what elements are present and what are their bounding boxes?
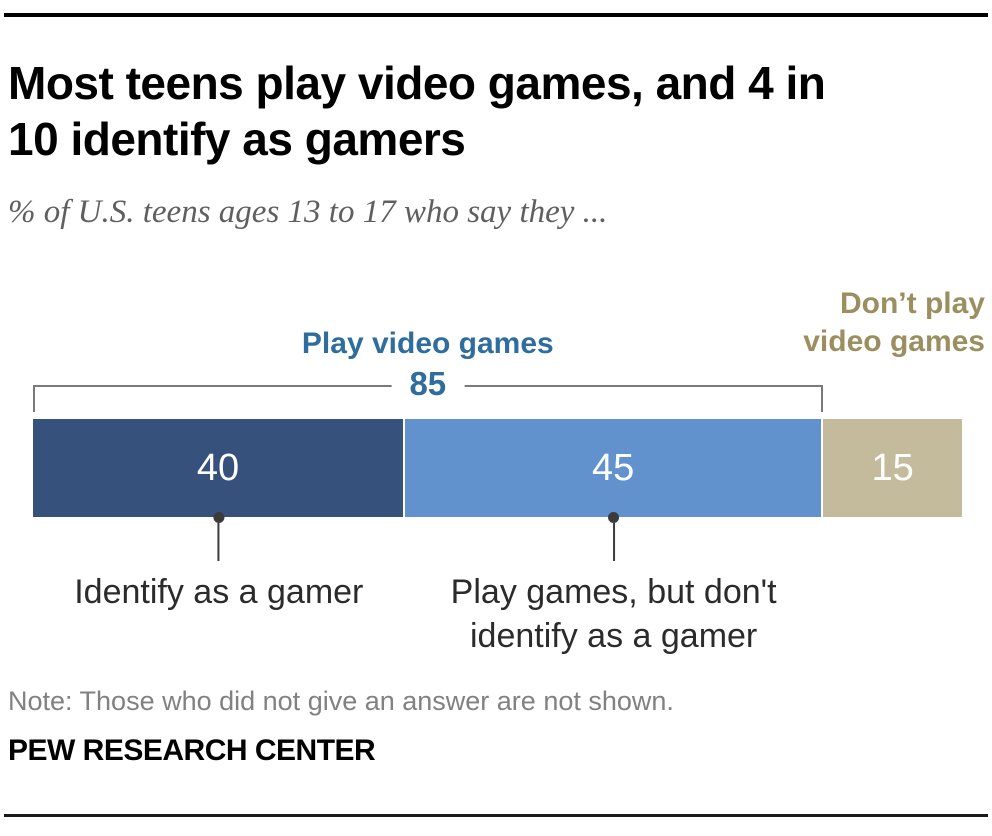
callout-dot <box>608 512 620 524</box>
footnote: Note: Those who did not give an answer a… <box>8 686 674 717</box>
callout-dot <box>213 512 225 524</box>
page-title-line-2: 10 identify as gamers <box>8 113 466 166</box>
bar-segment-value: 15 <box>871 446 914 489</box>
stacked-bar: 40 45 15 <box>33 419 962 518</box>
page-title-line-1: Most teens play video games, and 4 in <box>8 57 826 109</box>
page-title: Most teens play video games, and 4 in 10… <box>8 55 984 167</box>
group-label-dont-play-line-2: video games <box>803 325 985 359</box>
stacked-bar-chart: Don’t play video games Play video games … <box>33 277 985 659</box>
group-label-dont-play-line-1: Don’t play <box>839 287 985 321</box>
callout-label: Play games, but don't identify as a game… <box>451 570 777 658</box>
top-rule <box>4 13 988 17</box>
callout-label-line: identify as a gamer <box>469 617 758 656</box>
bar-segment-identify-as-gamer: 40 <box>33 419 403 518</box>
bar-segment-value: 45 <box>591 446 635 489</box>
bar-segment-dont-play: 15 <box>823 419 962 518</box>
callout-play-not-identify: Play games, but don't identify as a game… <box>451 512 777 658</box>
group-label-play: Play video games <box>301 327 554 361</box>
chart-subtitle: % of U.S. teens ages 13 to 17 who say th… <box>8 194 608 231</box>
callout-label: Identify as a gamer <box>74 570 363 614</box>
bottom-rule <box>4 814 988 818</box>
group-label-dont-play: Don’t play video games <box>803 285 985 361</box>
bracket-value: 85 <box>391 363 465 405</box>
bar-segment-value: 40 <box>196 446 240 489</box>
bracket-play-video-games: 85 <box>33 363 823 413</box>
callout-leader-line <box>612 523 615 562</box>
callout-identify-as-gamer: Identify as a gamer <box>74 512 363 614</box>
callout-label-line: Play games, but don't <box>450 573 777 612</box>
bar-segment-play-not-identify: 45 <box>405 419 822 518</box>
callout-label-line: Identify as a gamer <box>74 573 364 612</box>
source-attribution: PEW RESEARCH CENTER <box>8 734 376 768</box>
callout-leader-line <box>217 523 220 562</box>
